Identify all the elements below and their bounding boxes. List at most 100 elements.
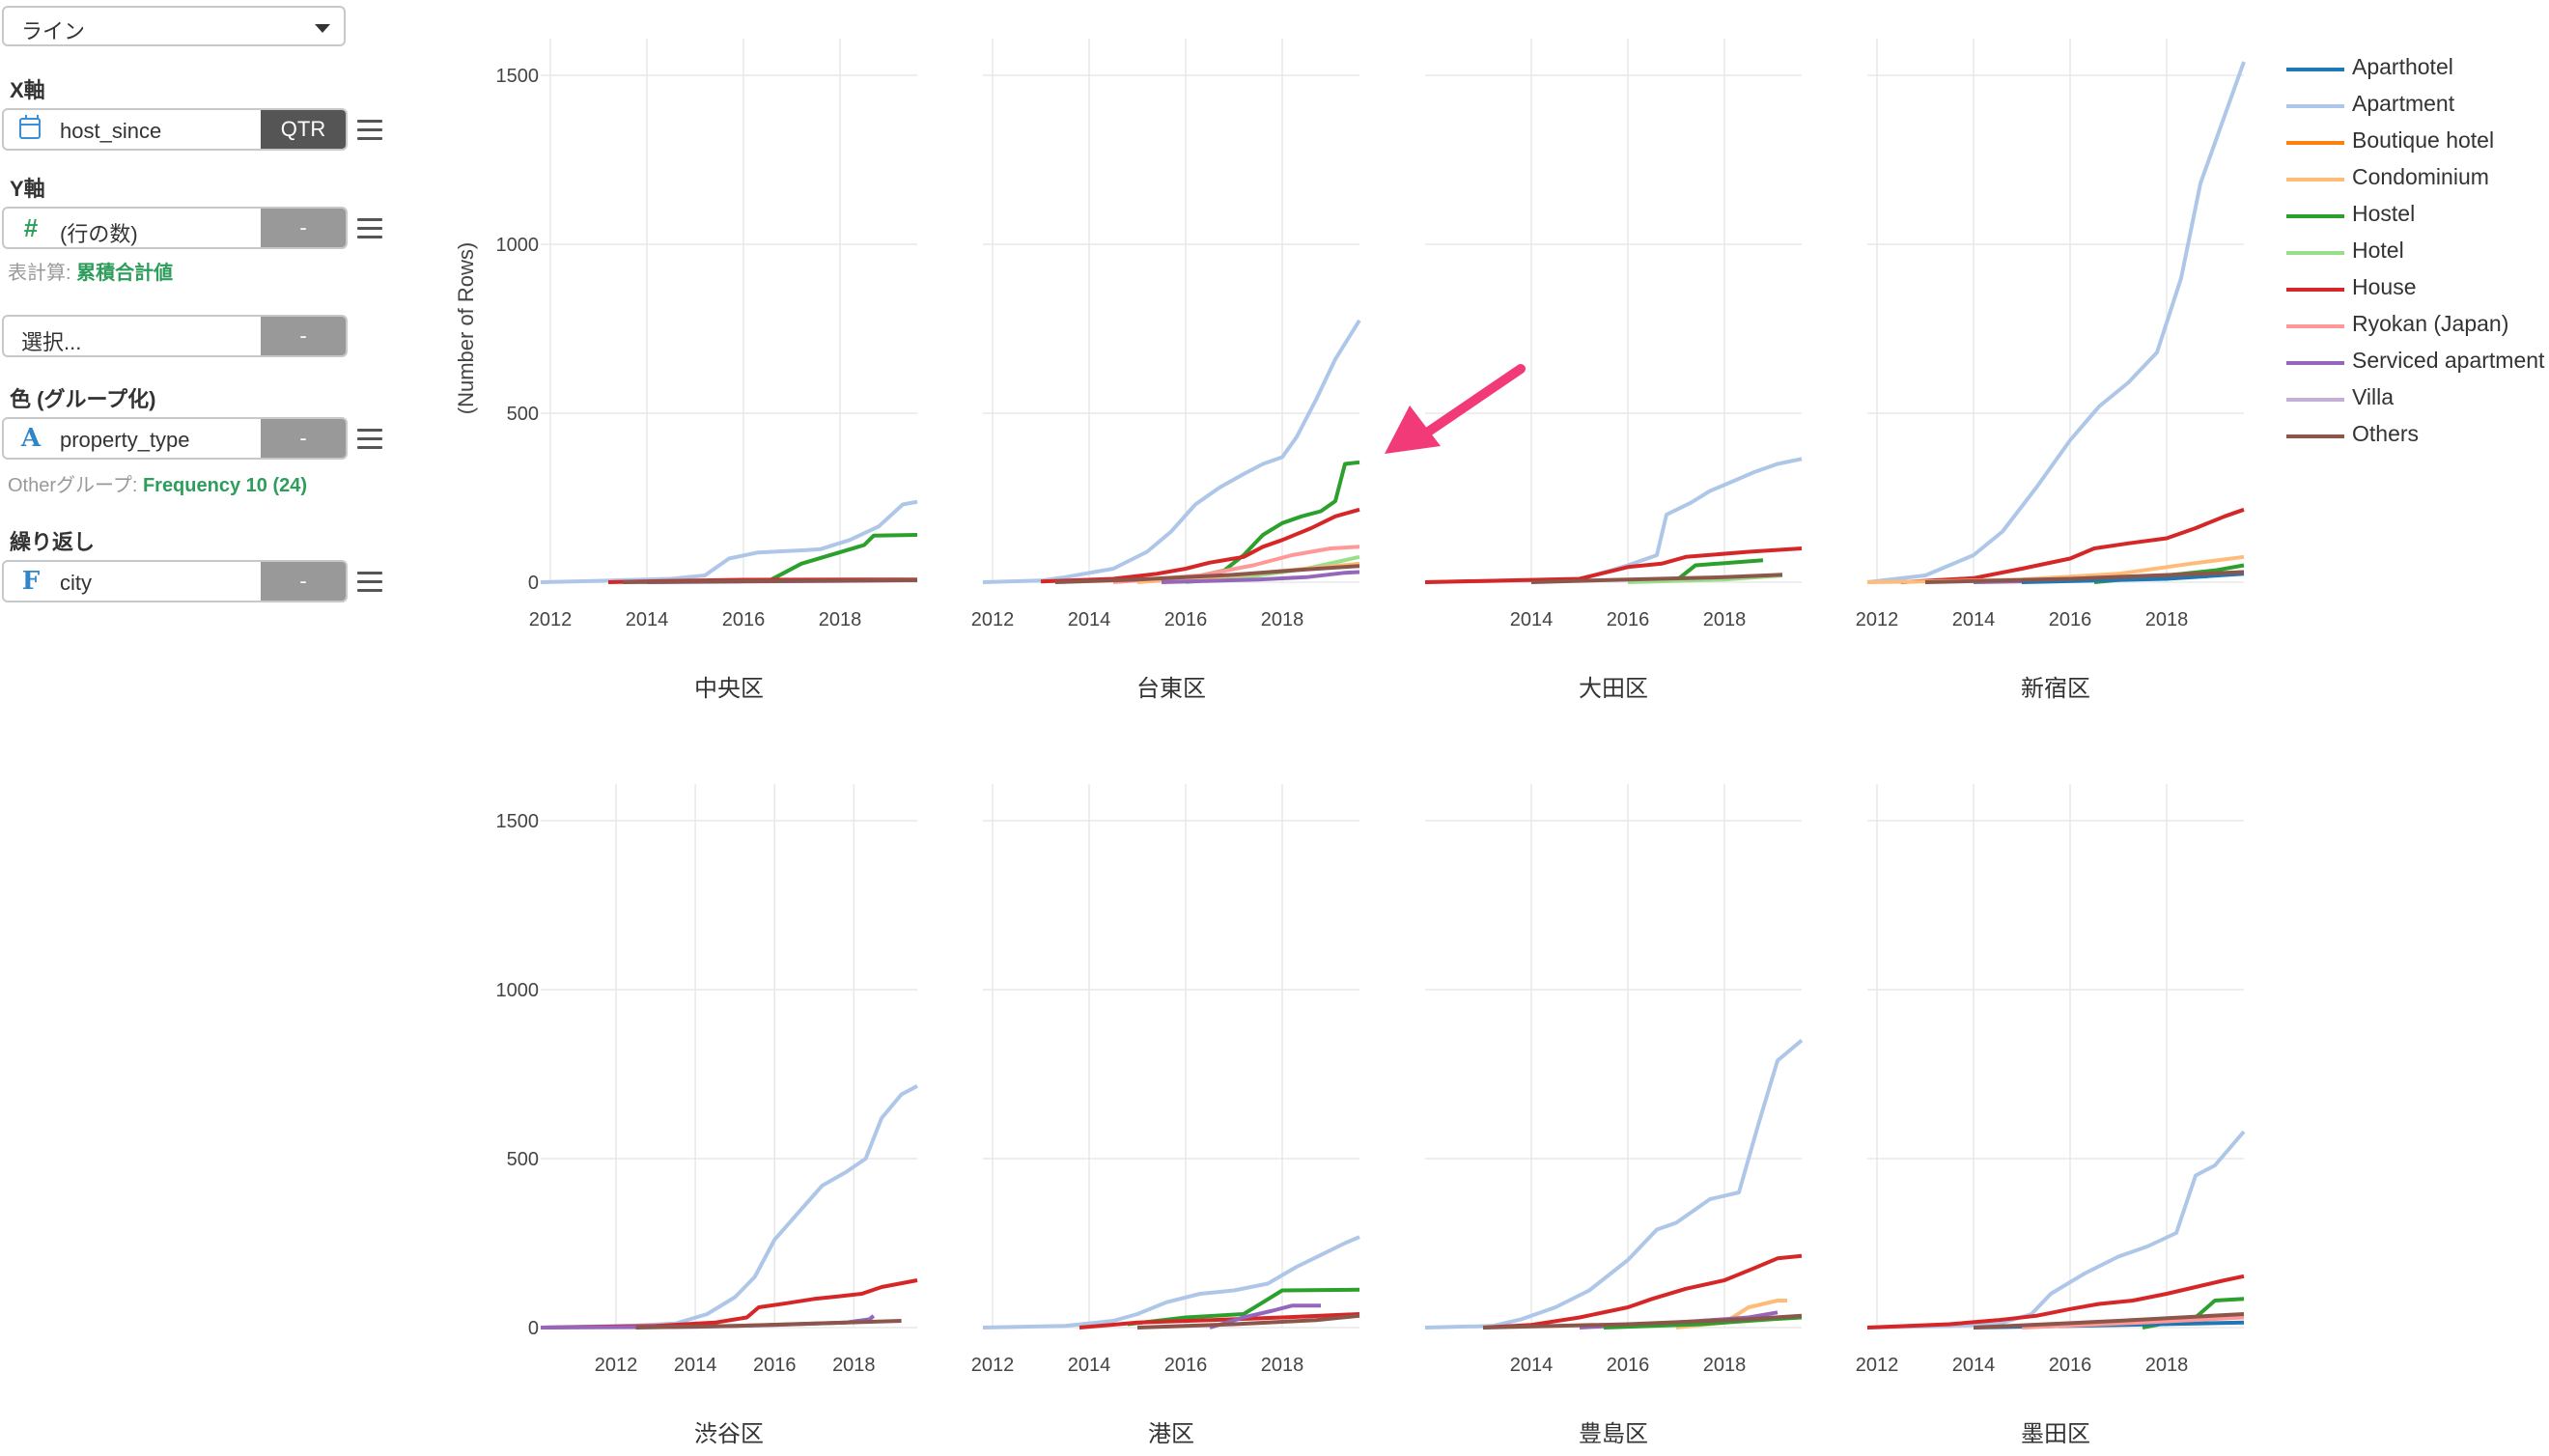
- series-line: [1900, 507, 2245, 584]
- select-aggregation-button[interactable]: -: [261, 317, 346, 355]
- series-line: [635, 1319, 902, 1330]
- y-tick-label: 1500: [496, 66, 540, 87]
- x-tick-label: 2016: [1607, 609, 1650, 630]
- y-tick-label: 500: [507, 404, 539, 425]
- x-tick-label: 2012: [971, 609, 1015, 630]
- table-calc-link[interactable]: 累積合計値: [76, 263, 174, 284]
- repeat-aggregation-button[interactable]: -: [261, 562, 346, 601]
- y-axis-field[interactable]: # (行の数) -: [2, 207, 348, 249]
- x-tick-label: 2012: [595, 1355, 638, 1376]
- legend-swatch: [2286, 434, 2344, 438]
- calendar-icon: [19, 115, 41, 139]
- chart-type-select[interactable]: ライン: [2, 6, 346, 46]
- legend-swatch: [2286, 398, 2344, 402]
- x-axis-field-name: host_since: [60, 119, 162, 143]
- repeat-menu-icon[interactable]: [357, 572, 382, 593]
- series-line: [622, 577, 918, 584]
- y-tick-label: 1000: [496, 235, 540, 256]
- x-axis-aggregation-button[interactable]: QTR: [261, 110, 346, 149]
- y-axis-aggregation-button[interactable]: -: [261, 209, 346, 247]
- x-tick-label: 2016: [722, 609, 766, 630]
- repeat-field-name: city: [60, 571, 92, 595]
- facet-title: 墨田区: [2021, 1420, 2090, 1447]
- x-tick-label: 2016: [1164, 609, 1208, 630]
- facet-panel: 2014 2016 2018 豊島区: [1424, 784, 1804, 1447]
- series-line: [1482, 1313, 1803, 1330]
- x-axis-field[interactable]: host_since QTR: [2, 108, 348, 151]
- chevron-down-icon: [315, 24, 330, 33]
- x-tick-label: 2018: [2145, 1355, 2189, 1376]
- y-axis-menu-icon[interactable]: [357, 218, 382, 239]
- series-line: [2021, 1315, 2245, 1330]
- series-line: [1973, 1312, 2245, 1330]
- series-line: [1424, 1038, 1804, 1330]
- x-tick-label: 2018: [1261, 1355, 1304, 1376]
- select-field[interactable]: 選択... -: [2, 315, 348, 357]
- other-group-prefix: Otherグループ:: [8, 475, 143, 496]
- color-field[interactable]: A property_type -: [2, 417, 348, 460]
- legend-label: Ryokan (Japan): [2352, 311, 2509, 336]
- color-menu-icon[interactable]: [357, 429, 382, 450]
- x-tick-label: 2012: [1856, 1355, 1899, 1376]
- y-axis-field-name: (行の数): [60, 222, 138, 246]
- series-line: [767, 533, 918, 584]
- color-field-name: property_type: [60, 428, 190, 452]
- annotation-arrow-icon: [1385, 364, 1526, 454]
- color-title: 色 (グループ化): [10, 387, 156, 411]
- series-line: [1866, 554, 2245, 584]
- series-line: [1866, 1274, 2245, 1330]
- y-tick-label: 0: [528, 573, 539, 594]
- x-tick-label: 2014: [1952, 609, 1996, 630]
- other-group-link[interactable]: Frequency 10 (24): [142, 475, 308, 496]
- series-line: [540, 499, 918, 584]
- legend-label: Villa: [2352, 384, 2395, 409]
- x-tick-label: 2016: [2049, 609, 2092, 630]
- series-line: [1866, 1130, 2246, 1330]
- series-line: [982, 1235, 1360, 1330]
- facet-title: 港区: [1148, 1420, 1194, 1447]
- x-tick-label: 2016: [753, 1355, 797, 1376]
- legend-swatch: [2286, 361, 2344, 365]
- series-line: [1136, 1313, 1360, 1330]
- facet-title: 渋谷区: [694, 1420, 764, 1447]
- x-tick-label: 2014: [1952, 1355, 1996, 1376]
- legend-label: Aparthotel: [2352, 54, 2453, 79]
- legend-swatch: [2286, 178, 2344, 182]
- facet-title: 中央区: [694, 675, 764, 702]
- x-tick-label: 2018: [832, 1355, 876, 1376]
- legend-swatch: [2286, 214, 2344, 218]
- facet-title: 大田区: [1579, 675, 1648, 702]
- chart-type-label: ライン: [21, 19, 86, 43]
- factor-icon: F: [21, 567, 41, 596]
- series-line: [1040, 507, 1360, 584]
- color-aggregation-button[interactable]: -: [261, 419, 346, 458]
- legend-label: Others: [2352, 421, 2420, 446]
- x-tick-label: 2014: [1068, 1355, 1111, 1376]
- legend-label: House: [2352, 274, 2417, 299]
- y-tick-label: 1500: [496, 811, 540, 832]
- x-tick-label: 2018: [1703, 609, 1747, 630]
- x-tick-label: 2016: [2049, 1355, 2092, 1376]
- table-calc-prefix: 表計算:: [8, 263, 77, 284]
- facet-panel: 2012 2014 2016 2018 港区: [971, 784, 1360, 1447]
- legend-label: Hostel: [2352, 201, 2416, 226]
- y-tick-label: 0: [528, 1318, 539, 1339]
- legend-label: Apartment: [2352, 91, 2455, 116]
- legend-swatch: [2286, 251, 2344, 255]
- legend-label: Condominium: [2352, 164, 2489, 189]
- x-tick-label: 2014: [1510, 609, 1554, 630]
- repeat-field[interactable]: F city -: [2, 560, 348, 602]
- x-tick-label: 2016: [1164, 1355, 1208, 1376]
- x-tick-label: 2014: [674, 1355, 717, 1376]
- series-line: [1530, 573, 1783, 584]
- legend-label: Serviced apartment: [2352, 348, 2545, 373]
- facet-panel: 2012 2014 2016 2018 台東区: [971, 39, 1361, 702]
- x-axis-menu-icon[interactable]: [357, 120, 382, 141]
- x-tick-label: 2018: [2145, 609, 2189, 630]
- series-line: [1424, 457, 1803, 584]
- legend-label: Hotel: [2352, 238, 2404, 263]
- series-line: [540, 1084, 918, 1330]
- x-tick-label: 2012: [1856, 609, 1899, 630]
- x-tick-label: 2014: [626, 609, 669, 630]
